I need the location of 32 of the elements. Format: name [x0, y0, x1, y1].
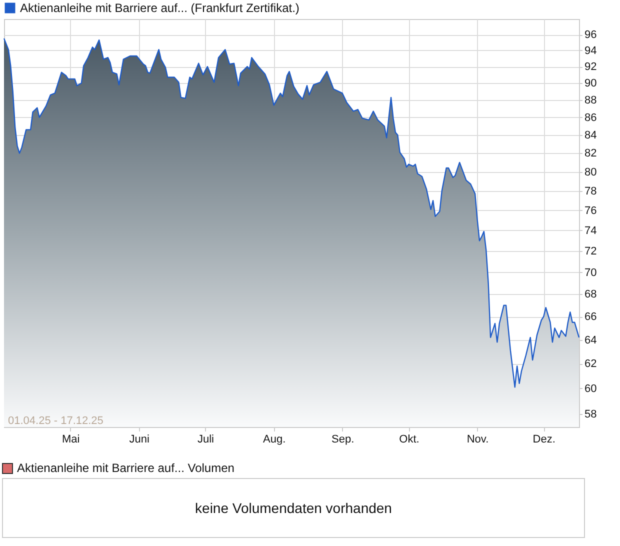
y-tick-label: 64 — [584, 334, 597, 346]
y-tick-label: 82 — [584, 148, 597, 160]
text: keine Volumendaten vorhanden — [195, 500, 392, 516]
x-tick-label: Okt. — [399, 434, 420, 446]
x-tick-label: Aug. — [262, 434, 286, 446]
text: Aktienanleihe mit Barriere auf... Volumen — [17, 461, 234, 475]
x-tick-label: Mai — [62, 434, 80, 446]
y-tick-label: 62 — [584, 358, 597, 370]
y-tick-label: 88 — [584, 94, 597, 107]
y-tick-label: 68 — [584, 288, 597, 301]
x-tick-label: Juni — [129, 434, 150, 446]
y-tick-label: 72 — [584, 246, 597, 258]
y-tick-label: 66 — [584, 311, 597, 324]
y-tick-label: 78 — [584, 185, 597, 198]
y-tick-label: 58 — [584, 408, 597, 420]
y-tick-label: 96 — [584, 29, 597, 42]
y-tick-label: 74 — [584, 224, 597, 237]
y-tick-label: 84 — [584, 130, 597, 142]
y-tick-label: 70 — [584, 266, 597, 279]
y-tick-label: 94 — [584, 44, 597, 57]
y-tick-label: 80 — [584, 166, 597, 178]
x-tick-label: Juli — [197, 434, 214, 446]
y-tick-label: 86 — [584, 112, 597, 124]
legend-label: Aktienanleihe mit Barriere auf... (Frankfurt Zertifikat.) — [20, 1, 300, 15]
annotation: 01.04.25 - 17.12.25 — [8, 415, 104, 427]
y-tick-label: 90 — [584, 78, 597, 90]
y-tick-label: 76 — [584, 204, 597, 217]
y-tick-label: 60 — [584, 382, 597, 395]
y-tick-label: 92 — [584, 61, 597, 74]
x-tick-label: Sep. — [332, 434, 354, 446]
x-tick-label: Nov. — [466, 434, 489, 446]
x-tick-label: Dez. — [532, 434, 556, 446]
